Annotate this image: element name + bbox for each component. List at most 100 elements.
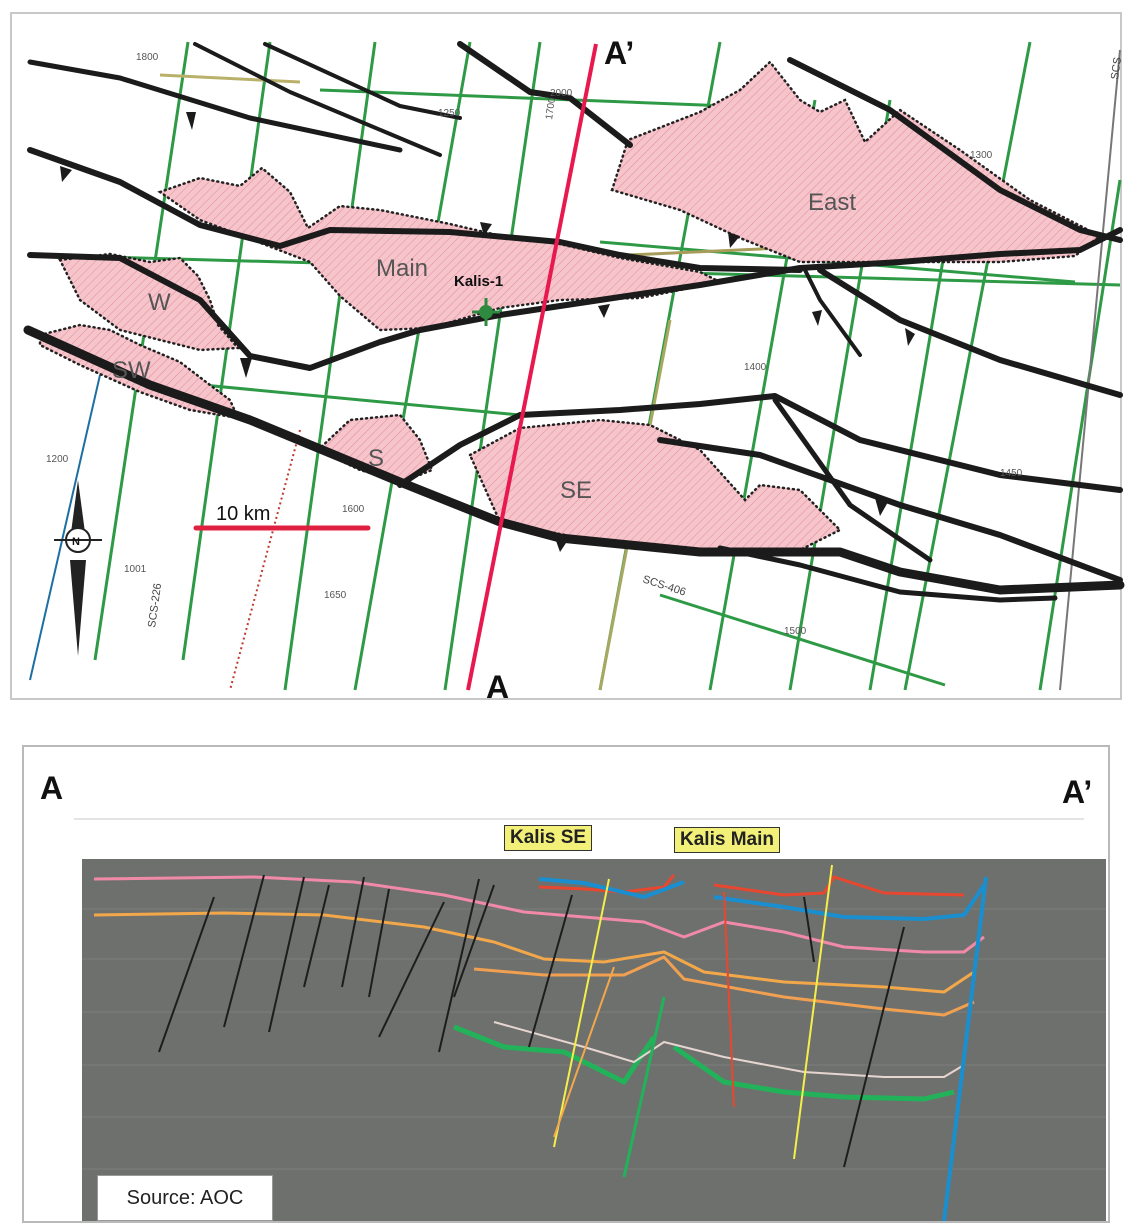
fault [341,876,365,988]
seismic-line [659,593,946,687]
fault [158,896,215,1053]
source-note: Source: AOC [97,1175,273,1221]
contour-label: 1650 [324,590,347,601]
horizon-white [493,1021,965,1078]
fault [368,888,390,998]
fault-teeth [60,112,915,552]
cross-section: A A’ Kalis SE Kalis Main Source: AOC [22,745,1110,1223]
contour-label: 1001 [124,564,147,575]
seismic-grid [29,41,1122,691]
contour-label: 1450 [1000,468,1023,479]
prospect-label-main: Main [376,255,428,282]
map-frame [10,12,1122,700]
fault [453,884,495,998]
north-arrow [54,480,102,656]
well-trace-green [622,996,666,1178]
seismic-line [903,41,1032,691]
section-wells [553,864,988,1221]
seismic-line-label: SCS-226 [146,583,164,629]
seismic-line-olive [159,73,301,84]
contour-label: 1400 [744,362,767,373]
seismic-line [1038,179,1122,691]
contour-label: 1200 [46,454,69,465]
map-label-a: A [486,669,509,700]
well-trace [723,891,735,1108]
fault-trace [787,57,1123,243]
contour-label: 1300 [970,150,993,161]
horizon-blue [538,877,986,921]
seismic-line [149,378,521,417]
fault-tooth [812,310,822,326]
map-canvas: A’ A Kalis-1 10 km N Main East W SW S SE… [23,35,1125,700]
well-tag-kalis-se: Kalis SE [504,825,593,851]
fault-trace [397,393,1123,493]
seismic-line [181,41,272,661]
fault-trace [27,147,803,273]
horizon-orange-2 [473,955,975,1017]
prospect-label-s: S [368,445,384,472]
section-label-a-prime: A’ [1062,774,1092,810]
fault-tooth [186,112,196,130]
section-gridlines [82,908,1106,1170]
seismic-line-grey [1059,49,1121,691]
fault-trace [657,437,1123,583]
contour-label: 2000 [550,88,573,99]
fault [378,901,445,1038]
fault-tooth [875,498,888,516]
map-label-a-prime: A’ [604,35,634,71]
section-faults [158,874,905,1168]
fault-trace [717,545,1058,603]
seismic-line [353,41,472,691]
prospect-main-area [157,166,724,332]
fault-trace [193,42,442,157]
prospect-label-se: SE [560,477,592,504]
fault-trace [23,325,1125,595]
seismic-line [319,88,781,110]
scale-label: 10 km [216,503,270,525]
seismic-line-label: SCS [1109,56,1124,80]
prospect-east-area [610,60,1103,264]
horizon-orange [93,911,975,994]
contour-label: 1600 [342,504,365,515]
prospect-label-east: East [808,189,856,216]
fault [223,874,265,1028]
well-tag-kalis-main: Kalis Main [674,827,780,853]
faults [23,41,1125,603]
fault [843,926,905,1168]
fault-tooth [240,358,252,378]
horizon-pink [93,875,985,954]
section-label-a: A [40,770,63,806]
fault-trace [803,268,862,357]
seismic-line-blue [29,374,101,681]
prospects [38,60,1103,552]
fault [438,878,480,1053]
contour-label: 1500 [784,626,807,637]
well-label: Kalis-1 [454,273,503,290]
fault-tooth [555,538,568,552]
seismic-line [283,41,377,691]
contour-label: 1250 [438,108,461,119]
horizons [93,874,986,1102]
fault-tooth [480,222,492,236]
contour-labels: 1800 1700 2000 1250 1001 1200 1600 1400 … [46,52,1023,637]
well-trace-kalis-main [793,864,833,1160]
fault-tooth [60,166,72,182]
well-trace-blue [942,876,988,1221]
contour-label: 1700 [544,96,558,120]
prospect-label-sw: SW [112,357,151,384]
fault-trace [263,42,462,120]
prospect-label-w: W [148,289,171,316]
fault-tooth [905,328,915,346]
fault-trace [27,227,1123,371]
fault [268,876,305,1033]
fault [303,884,330,988]
contour-label: 1800 [136,52,159,63]
well-symbol [472,298,500,326]
north-label: N [72,536,80,548]
well-trace [553,966,615,1138]
section-line [466,43,598,691]
fault-trace [27,59,403,153]
fault-tooth [728,232,740,248]
well-trace-kalis-se [553,878,610,1148]
fault [528,894,573,1048]
